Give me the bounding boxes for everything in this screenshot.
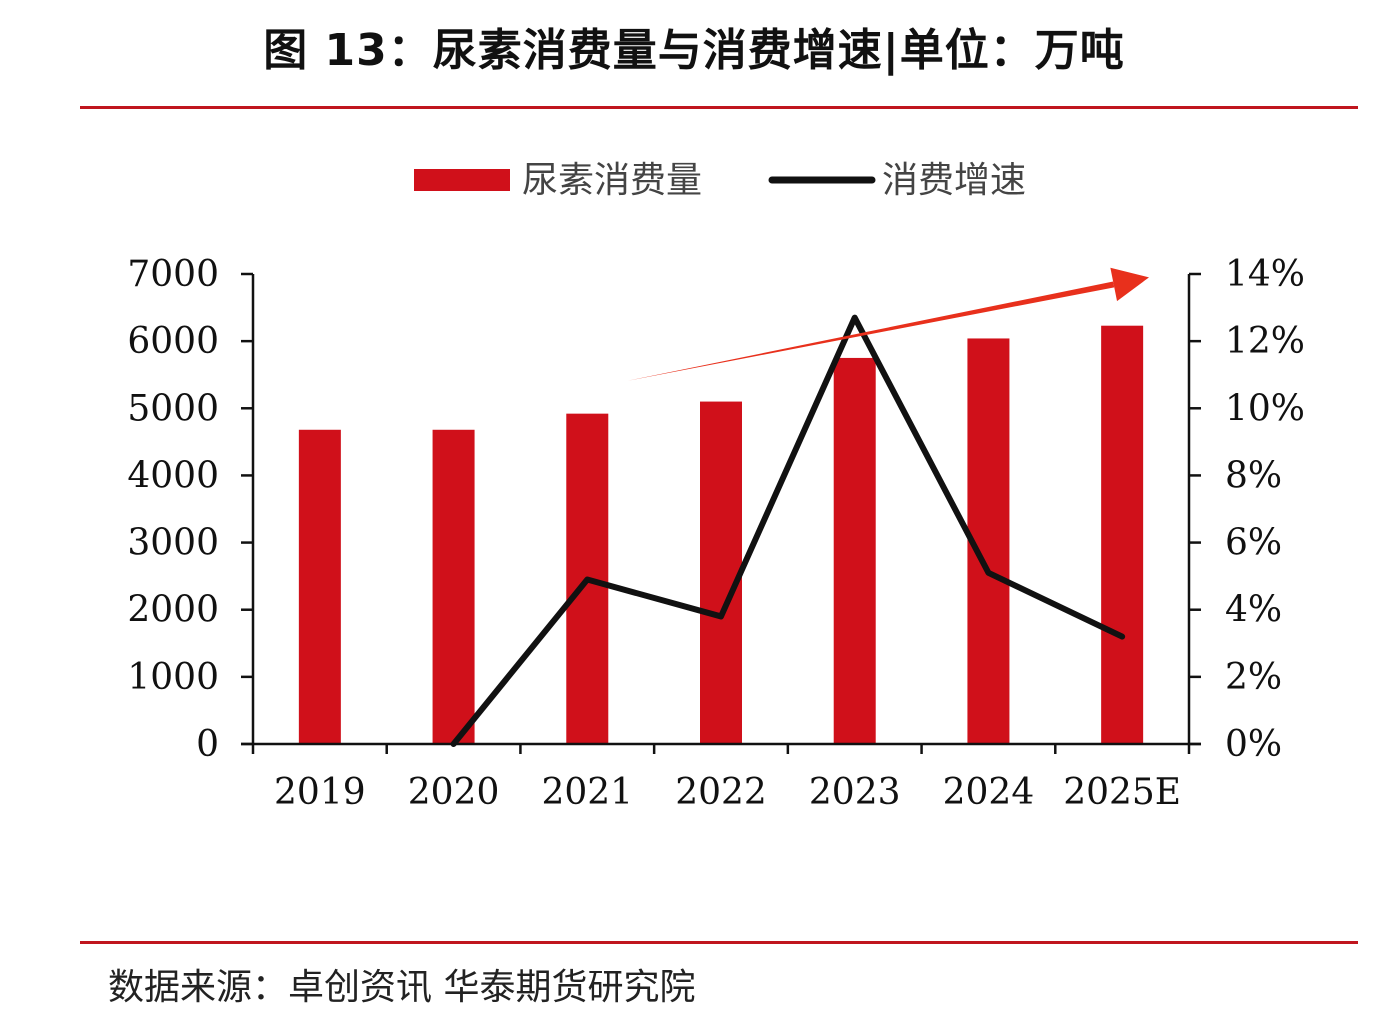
y-tick-label-right: 14%	[1225, 254, 1305, 295]
y-tick-label-right: 10%	[1225, 388, 1305, 429]
page-title: 图 13：尿素消费量与消费增速|单位：万吨	[263, 25, 1125, 76]
y-tick-label-left: 2000	[127, 590, 219, 631]
y-tick-label-right: 2%	[1225, 657, 1282, 698]
bar-2019	[298, 429, 341, 744]
trend-arrow	[627, 267, 1149, 381]
bar-2022	[700, 401, 742, 744]
legend-bar-label: 尿素消费量	[522, 160, 702, 201]
y-tick-label-left: 1000	[127, 657, 219, 698]
legend-bar-swatch	[414, 169, 510, 191]
bar-2025E	[1101, 325, 1144, 744]
bar-2020	[432, 429, 475, 744]
y-tick-label-right: 8%	[1225, 455, 1282, 496]
y-tick-label-right: 4%	[1225, 590, 1282, 631]
y-tick-label-left: 0	[196, 724, 219, 765]
x-tick-label: 2025E	[1063, 772, 1181, 813]
y-tick-label-right: 0%	[1225, 724, 1282, 765]
y-tick-label-left: 3000	[127, 523, 219, 564]
bar-series	[298, 325, 1144, 744]
bottom-divider	[80, 941, 1358, 944]
bar-2023	[833, 357, 876, 744]
axes	[241, 272, 1201, 754]
y-tick-label-left: 6000	[127, 321, 219, 362]
y-tick-label-right: 6%	[1225, 523, 1282, 564]
source-note: 数据来源：卓创资讯 华泰期货研究院	[108, 967, 696, 1008]
y-tick-label-right: 12%	[1225, 321, 1305, 362]
y-tick-label-left: 7000	[127, 254, 219, 295]
line-series	[450, 314, 1126, 747]
x-tick-label: 2020	[408, 772, 500, 813]
y-tick-label-left: 5000	[127, 388, 219, 429]
x-tick-label: 2022	[675, 772, 767, 813]
growth-line	[450, 314, 1126, 747]
top-divider	[80, 106, 1358, 109]
legend: 尿素消费量 消费增速	[414, 160, 1026, 201]
chart: 尿素消费量 消费增速 0 1000 2000 3000 4000 5000 6000 7000…	[127, 160, 1305, 813]
axis-labels: 0 1000 2000 3000 4000 5000 6000 7000 0% 2% 4% 6% 8% 1…	[127, 254, 1305, 813]
trend-arrow-head	[1110, 267, 1149, 302]
x-tick-label: 2024	[943, 772, 1035, 813]
trend-arrow-shaft	[627, 281, 1115, 381]
x-tick-label: 2021	[541, 772, 633, 813]
y-tick-label-left: 4000	[127, 455, 219, 496]
x-tick-label: 2023	[809, 772, 901, 813]
legend-line-label: 消费增速	[882, 160, 1026, 201]
x-tick-label: 2019	[274, 772, 366, 813]
